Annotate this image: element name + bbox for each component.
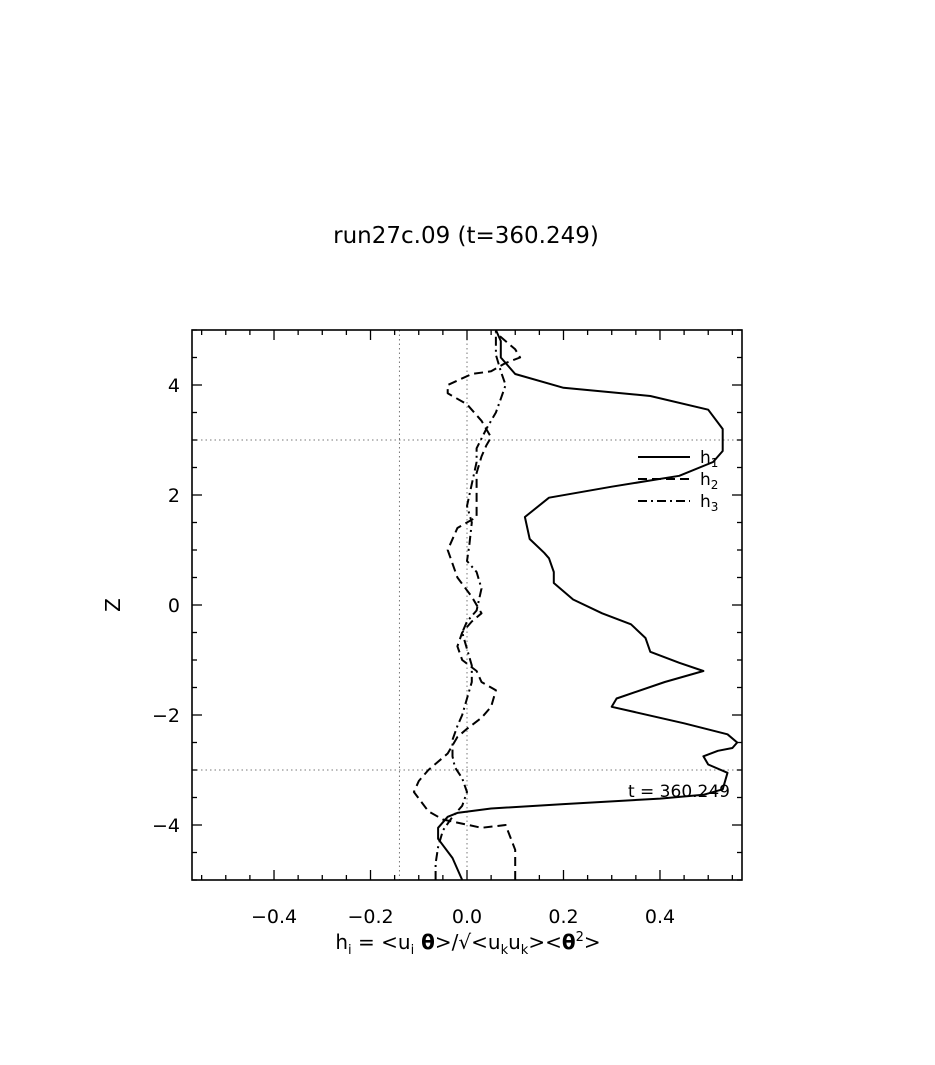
x-tick-label: 0.2 — [548, 906, 578, 928]
y-tick-label: 4 — [168, 375, 180, 397]
chart-title: run27c.09 (t=360.249) — [333, 223, 599, 249]
x-tick-label: −0.2 — [347, 906, 393, 928]
y-tick-label: 2 — [168, 485, 180, 507]
legend-label-h2: h2 — [700, 470, 718, 492]
series-line-h1 — [437, 329, 739, 881]
time-annotation: t = 360.249 — [628, 782, 730, 802]
y-tick-label: 0 — [168, 595, 180, 617]
x-tick-label: 0.0 — [452, 906, 482, 928]
legend-label-h1: h1 — [700, 448, 718, 470]
x-tick-label: 0.4 — [645, 906, 675, 928]
x-tick-label: −0.4 — [251, 906, 297, 928]
gridlines — [192, 330, 742, 880]
series-line-h3 — [434, 330, 507, 880]
y-tick-label: −2 — [152, 705, 180, 727]
series-line-h2 — [412, 332, 522, 880]
y-axis-label: Z — [101, 598, 125, 612]
y-tick-label: −4 — [152, 815, 180, 837]
legend-label-h3: h3 — [700, 492, 718, 514]
data-series — [412, 329, 739, 881]
x-axis-label: hi = <ui θ>/√<ukuk><θ2> — [335, 930, 600, 958]
axis-ticks: −0.4 −0.2 0.0 0.2 0.4 4 2 0 −2 −4 — [152, 329, 742, 928]
